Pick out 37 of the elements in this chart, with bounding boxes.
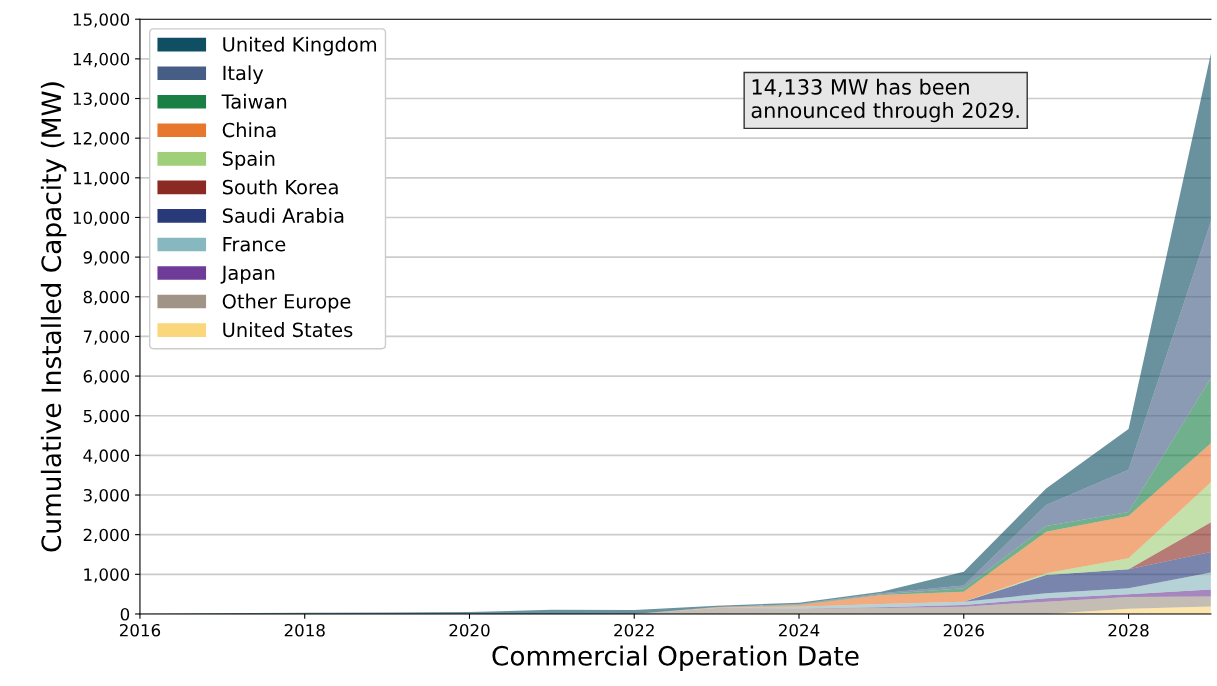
legend-label: Saudi Arabia — [222, 207, 344, 223]
legend-label: United States — [223, 322, 353, 338]
x-tick-label: 2028 — [1108, 623, 1149, 637]
y-tick-label: 3,000 — [83, 488, 130, 504]
y-tick-label: 9,000 — [83, 251, 130, 266]
legend-label: Taiwan — [221, 93, 287, 109]
legend-label: Spain — [222, 150, 275, 170]
y-tick-label: 11,000 — [73, 171, 130, 187]
x-tick-label: 2020 — [449, 623, 490, 637]
y-tick-label: 1,000 — [84, 568, 130, 583]
x-tick-label: 2018 — [284, 623, 325, 637]
y-tick-label: 15,000 — [73, 13, 130, 28]
x-tick-label: 2016 — [119, 623, 161, 637]
legend-label: China — [222, 122, 276, 138]
legend-label: South Korea — [222, 179, 338, 195]
y-tick-label: 7,000 — [83, 330, 130, 345]
y-tick-label: 10,000 — [73, 211, 130, 226]
y-tick-label: 12,000 — [73, 132, 130, 147]
y-tick-label: 2,000 — [83, 528, 130, 543]
annotation: 14,133 MW has been announced through 2029. — [751, 78, 1019, 123]
legend-label: Japan — [220, 265, 275, 284]
y-tick-label: 8,000 — [83, 290, 130, 306]
y-tick-label: 13,000 — [73, 92, 130, 107]
legend-label: United Kingdom — [223, 36, 377, 56]
y-tick-label: 0 — [120, 607, 130, 621]
y-tick-label: 14,000 — [73, 52, 130, 68]
x-tick-label: 2026 — [943, 623, 984, 637]
y-tick-label: 4,000 — [83, 449, 130, 464]
y-tick-label: 6,000 — [83, 370, 130, 385]
x-tick-label: 2024 — [779, 623, 820, 637]
legend-label: Italy — [223, 65, 264, 85]
y-tick-label: 5,000 — [83, 409, 130, 424]
legend-label: Other Europe — [222, 293, 351, 313]
x-axis-title: Commercial Operation Date — [492, 645, 859, 671]
legend-label: France — [223, 237, 286, 252]
y-axis-title: Cumulative Installed Capacity (MW) — [40, 82, 67, 552]
x-tick-label: 2022 — [614, 623, 654, 637]
